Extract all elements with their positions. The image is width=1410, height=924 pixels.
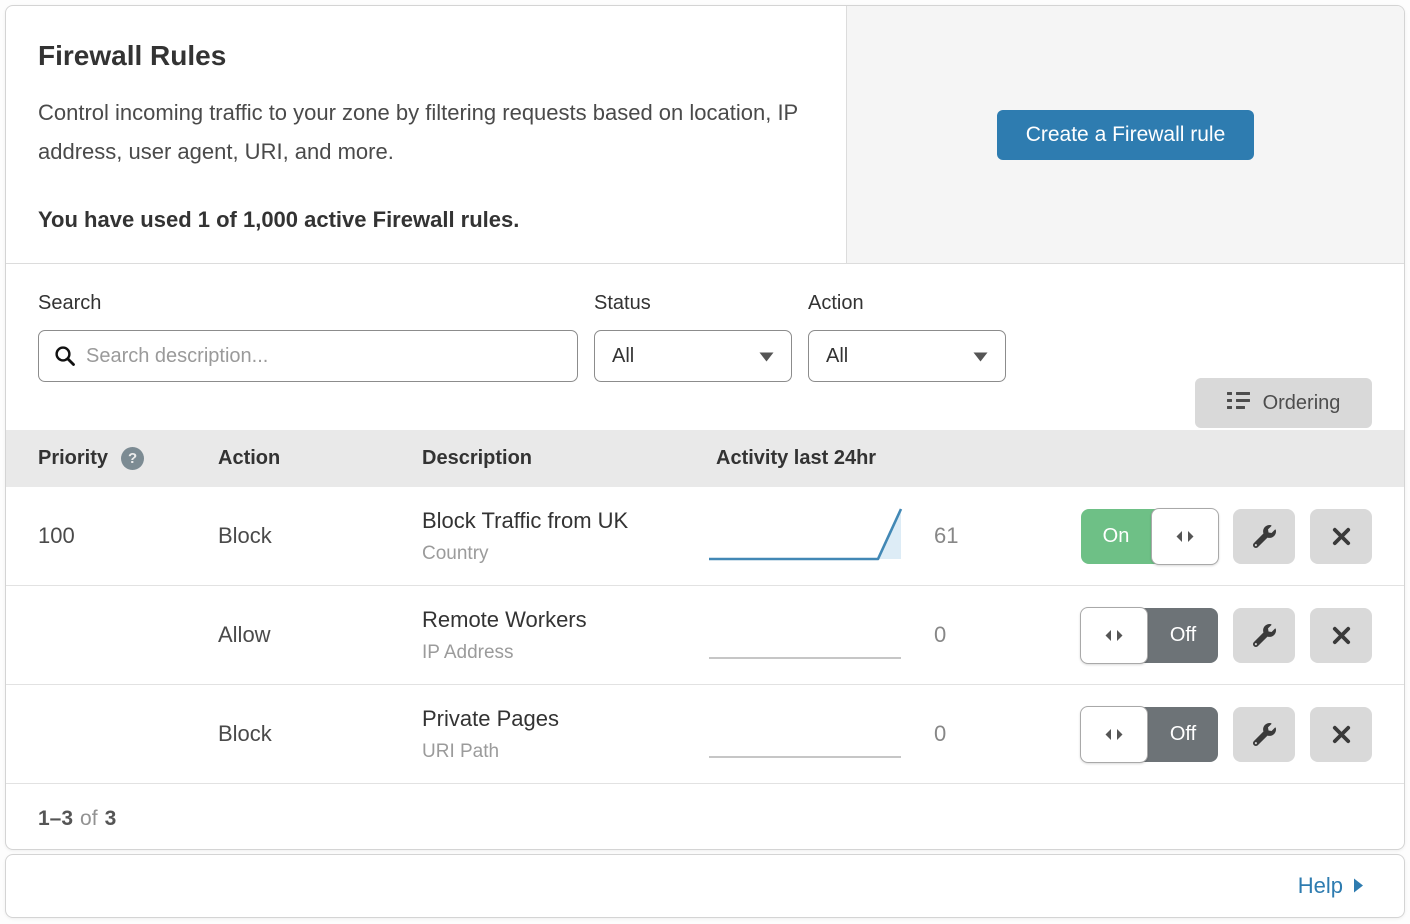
chevron-down-icon	[973, 345, 988, 368]
status-label: Status	[594, 292, 651, 314]
rule-priority: 100	[38, 523, 75, 548]
activity-count: 61	[934, 523, 959, 548]
action-filter-group: Action All	[808, 292, 1006, 430]
toggle-handle[interactable]	[1080, 705, 1148, 763]
search-group: Search	[38, 292, 578, 430]
activity-count: 0	[934, 622, 947, 647]
action-selected-value: All	[826, 344, 849, 367]
rule-name: Private Pages	[422, 705, 559, 731]
page-title: Firewall Rules	[38, 40, 227, 71]
pagination-range: 1–3	[38, 807, 74, 830]
action-select[interactable]: All	[808, 330, 1006, 382]
search-input[interactable]	[38, 330, 578, 382]
usage-summary: You have used 1 of 1,000 active Firewall…	[38, 207, 520, 232]
activity-sparkline	[706, 601, 916, 670]
status-selected-value: All	[612, 344, 635, 367]
rule-enabled-toggle[interactable]: Off	[1080, 606, 1218, 664]
delete-rule-button[interactable]	[1310, 508, 1372, 564]
header-text-block: Firewall Rules Control incoming traffic …	[6, 6, 847, 263]
firewall-rules-panel: Firewall Rules Control incoming traffic …	[5, 5, 1405, 850]
priority-header-label: Priority	[38, 447, 109, 469]
chevron-right-icon	[1353, 873, 1364, 899]
close-icon	[1332, 725, 1350, 743]
search-label: Search	[38, 292, 102, 314]
rule-controls: On	[1016, 507, 1372, 565]
edit-rule-button[interactable]	[1233, 607, 1295, 663]
toggle-state-label: Off	[1169, 722, 1197, 745]
rule-description-cell: Block Traffic from UK Country	[422, 508, 706, 565]
column-header-description: Description	[422, 447, 533, 469]
rule-action: Block	[218, 523, 272, 548]
table-row: 100 Block Block Traffic from UK Country …	[6, 487, 1404, 586]
rule-match-type: Country	[422, 542, 489, 564]
rule-description-cell: Remote Workers IP Address	[422, 607, 706, 664]
wrench-icon	[1252, 524, 1276, 548]
list-icon	[1226, 391, 1250, 416]
search-field-wrap	[38, 330, 578, 382]
table-row: Allow Remote Workers IP Address 0 Off	[6, 586, 1404, 685]
chevron-down-icon	[759, 345, 774, 368]
rule-action: Block	[218, 721, 272, 746]
toggle-state-label: On	[1102, 524, 1130, 547]
edit-rule-button[interactable]	[1233, 706, 1295, 762]
table-row: Block Private Pages URI Path 0 Off	[6, 685, 1404, 784]
rule-name: Remote Workers	[422, 606, 587, 632]
create-firewall-rule-button[interactable]: Create a Firewall rule	[996, 109, 1255, 160]
table-header-row: Priority ? Action Description Activity l…	[6, 430, 1404, 487]
toggle-handle[interactable]	[1151, 507, 1219, 565]
panel-header: Firewall Rules Control incoming traffic …	[6, 6, 1404, 264]
pagination-total: 3	[104, 807, 117, 830]
left-right-arrows-icon	[1105, 629, 1123, 641]
rule-action: Allow	[218, 622, 271, 647]
page-description: Control incoming traffic to your zone by…	[38, 100, 798, 164]
delete-rule-button[interactable]	[1310, 607, 1372, 663]
rule-controls: Off	[1016, 705, 1372, 763]
rule-match-type: IP Address	[422, 641, 514, 663]
left-right-arrows-icon	[1105, 728, 1123, 740]
rule-controls: Off	[1016, 606, 1372, 664]
edit-rule-button[interactable]	[1233, 508, 1295, 564]
left-right-arrows-icon	[1176, 530, 1194, 542]
status-select[interactable]: All	[594, 330, 792, 382]
action-label: Action	[808, 292, 864, 314]
help-link-label: Help	[1297, 873, 1343, 898]
help-link[interactable]: Help	[1298, 873, 1364, 899]
filter-bar: Search Status All Action All	[6, 264, 1404, 430]
activity-sparkline	[706, 700, 916, 769]
ordering-button[interactable]: Ordering	[1195, 378, 1372, 428]
rule-enabled-toggle[interactable]: On	[1081, 507, 1219, 565]
pagination-of-label: of	[80, 807, 98, 830]
close-icon	[1332, 626, 1350, 644]
rule-enabled-toggle[interactable]: Off	[1080, 705, 1218, 763]
priority-help-icon[interactable]: ?	[121, 447, 145, 470]
search-icon	[53, 344, 77, 373]
rule-match-type: URI Path	[422, 740, 500, 762]
header-action-panel: Create a Firewall rule	[847, 6, 1404, 263]
column-header-action: Action	[218, 447, 281, 469]
activity-count: 0	[934, 721, 947, 746]
activity-sparkline	[706, 502, 916, 571]
wrench-icon	[1252, 722, 1276, 746]
toggle-handle[interactable]	[1080, 606, 1148, 664]
ordering-button-label: Ordering	[1262, 391, 1341, 414]
delete-rule-button[interactable]	[1310, 706, 1372, 762]
column-header-priority: Priority ?	[38, 447, 218, 470]
toggle-state-label: Off	[1169, 623, 1197, 646]
help-footer: Help	[5, 854, 1405, 918]
rule-name: Block Traffic from UK	[422, 507, 629, 533]
wrench-icon	[1252, 623, 1276, 647]
pagination-bar: 1–3 of 3	[6, 784, 1404, 849]
rule-description-cell: Private Pages URI Path	[422, 706, 706, 763]
status-filter-group: Status All	[594, 292, 792, 430]
close-icon	[1332, 527, 1350, 545]
column-header-activity: Activity last 24hr	[716, 447, 877, 469]
